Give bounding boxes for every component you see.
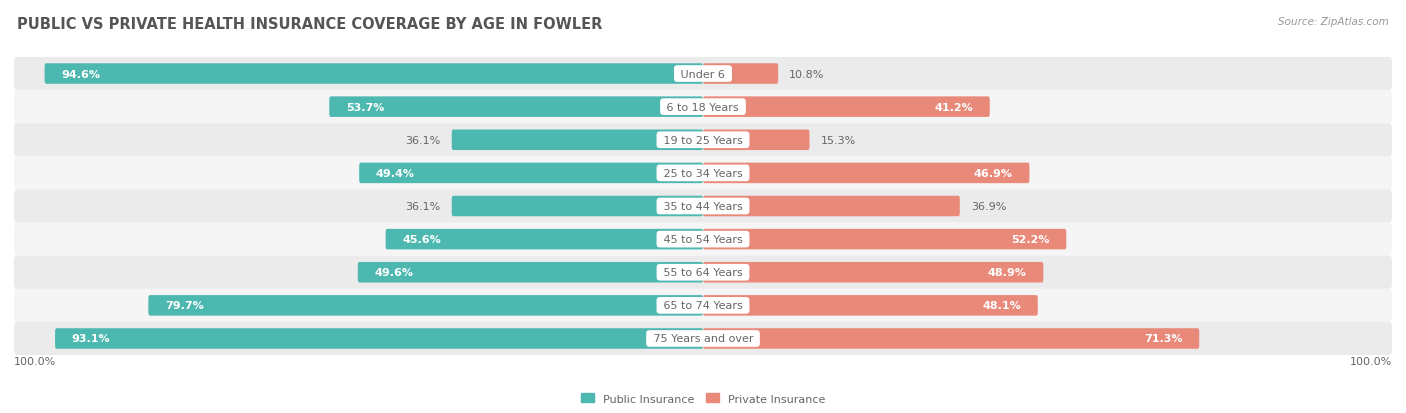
Text: 19 to 25 Years: 19 to 25 Years: [659, 135, 747, 145]
Text: 49.4%: 49.4%: [375, 169, 415, 178]
FancyBboxPatch shape: [703, 229, 1066, 250]
FancyBboxPatch shape: [14, 190, 1392, 223]
Text: 65 to 74 Years: 65 to 74 Years: [659, 301, 747, 311]
FancyBboxPatch shape: [703, 196, 960, 217]
FancyBboxPatch shape: [703, 295, 1038, 316]
Text: 52.2%: 52.2%: [1011, 235, 1050, 244]
Text: 79.7%: 79.7%: [165, 301, 204, 311]
FancyBboxPatch shape: [14, 223, 1392, 256]
Text: 94.6%: 94.6%: [62, 69, 100, 79]
FancyBboxPatch shape: [703, 163, 1029, 184]
Text: 71.3%: 71.3%: [1144, 334, 1182, 344]
Text: 36.1%: 36.1%: [405, 202, 440, 211]
FancyBboxPatch shape: [329, 97, 703, 118]
FancyBboxPatch shape: [703, 328, 1199, 349]
Text: 15.3%: 15.3%: [821, 135, 856, 145]
Text: 25 to 34 Years: 25 to 34 Years: [659, 169, 747, 178]
Text: 45.6%: 45.6%: [402, 235, 441, 244]
FancyBboxPatch shape: [14, 289, 1392, 322]
Text: 53.7%: 53.7%: [346, 102, 384, 112]
Text: 55 to 64 Years: 55 to 64 Years: [659, 268, 747, 278]
FancyBboxPatch shape: [451, 196, 703, 217]
Text: 45 to 54 Years: 45 to 54 Years: [659, 235, 747, 244]
Text: Under 6: Under 6: [678, 69, 728, 79]
Text: 100.0%: 100.0%: [14, 356, 56, 366]
Text: Source: ZipAtlas.com: Source: ZipAtlas.com: [1278, 17, 1389, 26]
Legend: Public Insurance, Private Insurance: Public Insurance, Private Insurance: [576, 389, 830, 408]
FancyBboxPatch shape: [703, 130, 810, 151]
Text: 48.9%: 48.9%: [988, 268, 1026, 278]
Text: 100.0%: 100.0%: [1350, 356, 1392, 366]
FancyBboxPatch shape: [359, 163, 703, 184]
FancyBboxPatch shape: [14, 322, 1392, 355]
FancyBboxPatch shape: [385, 229, 703, 250]
FancyBboxPatch shape: [14, 157, 1392, 190]
FancyBboxPatch shape: [703, 64, 778, 85]
FancyBboxPatch shape: [357, 262, 703, 283]
Text: 46.9%: 46.9%: [974, 169, 1012, 178]
Text: 48.1%: 48.1%: [983, 301, 1021, 311]
Text: PUBLIC VS PRIVATE HEALTH INSURANCE COVERAGE BY AGE IN FOWLER: PUBLIC VS PRIVATE HEALTH INSURANCE COVER…: [17, 17, 602, 31]
FancyBboxPatch shape: [55, 328, 703, 349]
FancyBboxPatch shape: [148, 295, 703, 316]
Text: 10.8%: 10.8%: [789, 69, 825, 79]
Text: 41.2%: 41.2%: [934, 102, 973, 112]
Text: 93.1%: 93.1%: [72, 334, 111, 344]
Text: 49.6%: 49.6%: [374, 268, 413, 278]
Text: 36.9%: 36.9%: [972, 202, 1007, 211]
FancyBboxPatch shape: [703, 262, 1043, 283]
FancyBboxPatch shape: [451, 130, 703, 151]
FancyBboxPatch shape: [45, 64, 703, 85]
Text: 36.1%: 36.1%: [405, 135, 440, 145]
FancyBboxPatch shape: [14, 124, 1392, 157]
FancyBboxPatch shape: [14, 58, 1392, 91]
FancyBboxPatch shape: [14, 91, 1392, 124]
Text: 35 to 44 Years: 35 to 44 Years: [659, 202, 747, 211]
FancyBboxPatch shape: [14, 256, 1392, 289]
FancyBboxPatch shape: [703, 97, 990, 118]
Text: 6 to 18 Years: 6 to 18 Years: [664, 102, 742, 112]
Text: 75 Years and over: 75 Years and over: [650, 334, 756, 344]
